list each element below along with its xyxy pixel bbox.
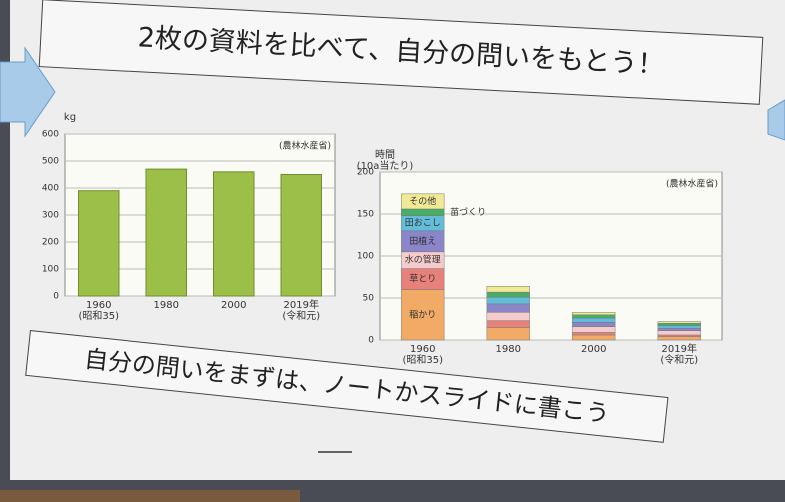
stack-segment — [572, 318, 615, 322]
stack-segment — [487, 292, 530, 297]
page: 2枚の資料を比べて、自分の問いをもとう！ 自分の問いをまずは、ノートかスライドに… — [0, 0, 785, 502]
stack-segment — [487, 297, 530, 304]
source: (農林水産省) — [666, 178, 718, 190]
stack-segment — [487, 304, 530, 312]
y-tick-label: 100 — [357, 252, 374, 262]
segment-label: 苗づくり — [450, 207, 486, 218]
x-tick-label: 1980 — [466, 344, 552, 355]
bar — [281, 175, 322, 297]
stack-segment — [658, 323, 701, 326]
x-tick-label: 1960 (昭和35) — [380, 344, 466, 366]
x-tick-label: 2019年 (令和元) — [268, 300, 336, 322]
stack-segment — [658, 326, 701, 329]
stack-segment — [658, 331, 701, 335]
segment-label: その他 — [409, 195, 436, 207]
y-tick-label: 500 — [42, 157, 59, 167]
y-tick-label: 0 — [53, 292, 59, 302]
charts: 0100200300400500600(農林水産省)050100150200稲か… — [0, 0, 785, 502]
stack-segment — [572, 312, 615, 315]
x-tick-label: 2019年 (令和元) — [637, 344, 723, 366]
y-tick-label: 300 — [42, 211, 59, 221]
stack-segment — [572, 315, 615, 318]
segment-label: 水の管理 — [405, 254, 441, 266]
y-tick-label: 100 — [42, 265, 59, 275]
x-tick-label: 2000 — [200, 300, 268, 311]
stack-segment — [572, 335, 615, 340]
stack-segment — [658, 337, 701, 340]
y-tick-label: 600 — [42, 130, 59, 140]
stack-segment — [487, 321, 530, 328]
bar — [214, 172, 255, 296]
y-axis-label: kg — [35, 112, 105, 123]
segment-label: 稲かり — [409, 308, 436, 320]
stack-segment — [658, 328, 701, 331]
y-axis-label: 時間 (10a当たり) — [350, 150, 420, 172]
stack-segment — [487, 286, 530, 292]
segment-label: 田植え — [409, 235, 436, 247]
stack-segment — [401, 209, 444, 216]
y-tick-label: 400 — [42, 184, 59, 194]
stack-segment — [658, 335, 701, 337]
y-tick-label: 150 — [357, 210, 374, 220]
stack-segment — [572, 332, 615, 335]
x-tick-label: 2000 — [551, 344, 637, 355]
x-tick-label: 1980 — [133, 300, 201, 311]
segment-label: 草とり — [409, 273, 436, 285]
stack-segment — [572, 322, 615, 326]
y-tick-label: 50 — [363, 294, 375, 304]
source: (農林水産省) — [279, 140, 331, 152]
stack-segment — [658, 322, 701, 324]
bar — [146, 169, 187, 296]
bar — [79, 191, 120, 296]
stack-segment — [572, 327, 615, 333]
stack-segment — [487, 312, 530, 320]
y-tick-label: 0 — [368, 336, 374, 346]
y-tick-label: 200 — [42, 238, 59, 248]
x-tick-label: 1960 (昭和35) — [65, 300, 133, 322]
stack-segment — [487, 327, 530, 340]
segment-label: 田おこし — [405, 218, 441, 229]
